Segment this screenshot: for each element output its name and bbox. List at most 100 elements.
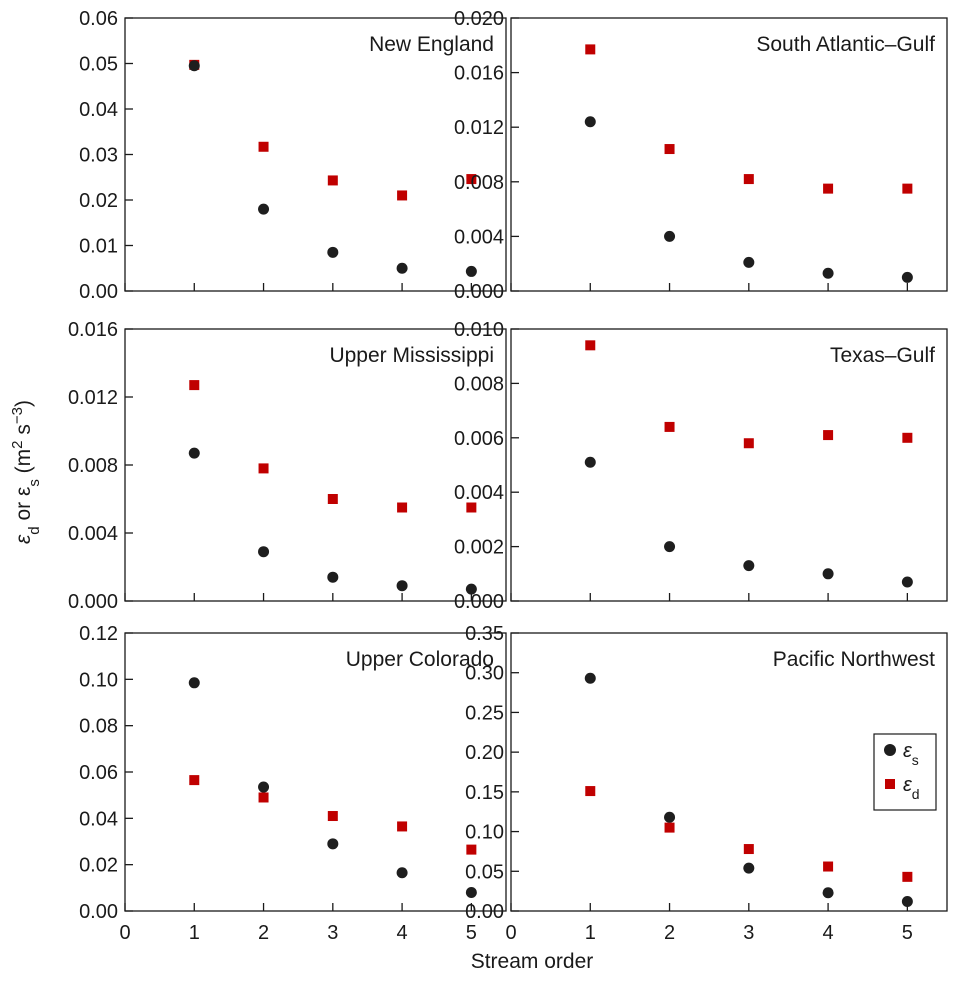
x-tick-label: 2 <box>258 922 269 944</box>
data-point-eps-s <box>465 265 477 277</box>
y-tick-label: 0.10 <box>465 822 504 844</box>
panel-frame <box>510 632 948 912</box>
y-title-sub-d: d <box>26 526 43 534</box>
y-tick-label: 0.10 <box>79 669 118 691</box>
x-tick-label: 3 <box>327 922 338 944</box>
panel-title: Pacific Northwest <box>773 648 935 671</box>
data-point-eps-d <box>327 175 338 186</box>
y-tick-label: 0.15 <box>465 782 504 804</box>
y-tick-label: 0.04 <box>79 808 118 830</box>
data-point-eps-d <box>466 844 477 855</box>
y-tick-label: 0.016 <box>454 63 504 85</box>
data-point-eps-d <box>397 502 408 513</box>
data-point-eps-d <box>823 861 834 872</box>
data-point-eps-d <box>397 821 408 832</box>
y-tick-label: 0.02 <box>79 855 118 877</box>
data-point-eps-d <box>585 44 596 55</box>
data-point-eps-s <box>901 271 913 283</box>
y-tick-label: 0.008 <box>454 373 504 395</box>
data-point-eps-d <box>902 183 913 194</box>
x-tick-label: 4 <box>823 922 834 944</box>
legend-label-eps-d: εd <box>903 774 920 802</box>
data-point-eps-d <box>585 786 596 797</box>
panel-frame <box>124 17 507 292</box>
data-point-eps-s <box>743 560 755 572</box>
y-tick-label: 0.12 <box>79 623 118 645</box>
data-point-eps-s <box>188 60 200 72</box>
data-point-eps-d <box>743 844 754 855</box>
data-point-eps-s <box>743 256 755 268</box>
legend-marker-eps-d <box>885 779 895 789</box>
y-tick-label: 0.25 <box>465 702 504 724</box>
y-tick-label: 0.00 <box>79 901 118 923</box>
data-point-eps-d <box>258 463 269 474</box>
x-tick-label: 3 <box>743 922 754 944</box>
y-tick-label: 0.05 <box>465 861 504 883</box>
panel-frame <box>124 632 507 912</box>
data-point-eps-d <box>743 438 754 449</box>
y-tick-label: 0.06 <box>79 762 118 784</box>
data-point-eps-s <box>584 456 596 468</box>
data-point-eps-d <box>823 430 834 441</box>
data-point-eps-s <box>188 677 200 689</box>
y-title-unit-mid: s <box>12 424 35 440</box>
y-tick-label: 0.010 <box>454 319 504 341</box>
data-point-eps-d <box>466 174 477 185</box>
panel-frame <box>510 17 948 292</box>
y-tick-label: 0.03 <box>79 145 118 167</box>
data-point-eps-d <box>902 432 913 443</box>
data-point-eps-s <box>396 867 408 879</box>
y-title-or: or ε <box>12 487 35 527</box>
y-tick-label: 0.00 <box>465 901 504 923</box>
y-tick-label: 0.004 <box>68 523 118 545</box>
data-point-eps-d <box>664 421 675 432</box>
data-point-eps-s <box>664 230 676 242</box>
panel-title: New England <box>369 33 494 56</box>
x-tick-label: 0 <box>119 922 130 944</box>
y-tick-label: 0.04 <box>79 99 118 121</box>
data-point-eps-s <box>465 886 477 898</box>
y-tick-label: 0.016 <box>68 319 118 341</box>
panel-1: 0.00 0.01 0.02 0.03 0.04 0.05 0.06 New England <box>79 8 507 303</box>
y-title-unit-close: ) <box>12 400 35 407</box>
y-axis-title: εd or εs (m2 s−3) <box>9 400 43 544</box>
data-point-eps-s <box>664 541 676 553</box>
data-point-eps-s <box>584 116 596 128</box>
legend: εs εd <box>873 733 937 811</box>
panel-4: 0.000 0.002 0.004 0.006 0.008 0.010 Texas–Gulf <box>454 319 948 613</box>
data-point-eps-s <box>396 580 408 592</box>
panel-5: 0.00 0.02 0.04 0.06 0.08 0.10 0.12 0 1 2 3 4 5 Upper … <box>79 623 507 944</box>
data-point-eps-d <box>664 822 675 833</box>
data-point-eps-s <box>901 576 913 588</box>
data-point-eps-s <box>664 811 676 823</box>
data-point-eps-s <box>822 568 834 580</box>
panel-frame <box>510 328 948 602</box>
y-tick-label: 0.020 <box>454 8 504 30</box>
data-point-eps-s <box>188 447 200 459</box>
data-point-eps-d <box>327 811 338 822</box>
y-tick-label: 0.012 <box>68 387 118 409</box>
panel-title: Upper Mississippi <box>329 344 494 367</box>
panel-frame <box>124 328 507 602</box>
data-point-eps-d <box>258 792 269 803</box>
data-point-eps-s <box>584 672 596 684</box>
data-point-eps-s <box>258 781 270 793</box>
data-point-eps-s <box>465 583 477 595</box>
y-title-sup-minus3: −3 <box>9 407 26 424</box>
y-title-eps-d: ε <box>12 534 35 544</box>
x-tick-label: 1 <box>585 922 596 944</box>
data-point-eps-s <box>396 262 408 274</box>
panel-title: South Atlantic–Gulf <box>756 33 935 56</box>
data-point-eps-d <box>189 775 200 786</box>
legend-marker-eps-s <box>884 744 896 756</box>
data-point-eps-s <box>258 546 270 558</box>
y-title-sub-s: s <box>26 479 43 487</box>
data-point-eps-d <box>743 174 754 185</box>
data-point-eps-d <box>189 380 200 391</box>
data-point-eps-s <box>327 246 339 258</box>
y-tick-label: 0.02 <box>79 190 118 212</box>
y-title-sup-2: 2 <box>9 441 26 449</box>
x-tick-label: 5 <box>902 922 913 944</box>
legend-label-eps-s: εs <box>903 740 919 768</box>
